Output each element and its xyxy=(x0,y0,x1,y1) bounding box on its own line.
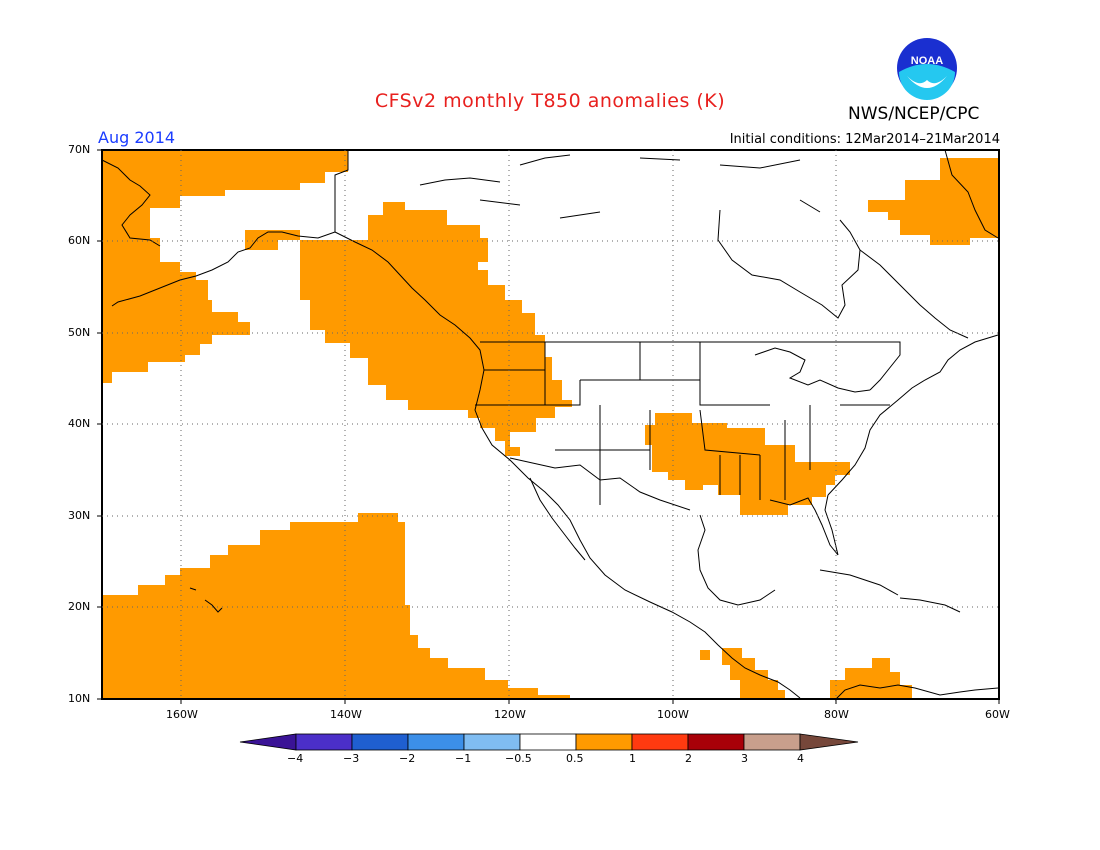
colorbar-p05-1 xyxy=(575,733,633,751)
axis-ticks xyxy=(97,149,1000,704)
region-central-america xyxy=(722,648,785,700)
lon-label-140w: 140W xyxy=(330,708,362,721)
colorbar-p1-2 xyxy=(631,733,689,751)
colorbar-neg1-neg05 xyxy=(463,733,521,751)
lat-label-40n: 40N xyxy=(68,417,91,430)
lat-label-20n: 20N xyxy=(68,600,91,613)
coast-bc-pacific xyxy=(334,231,801,699)
colorbar-p2-3 xyxy=(687,733,745,751)
noaa-logo-gull xyxy=(907,76,947,88)
region-canadian-maritimes xyxy=(868,158,998,245)
coast-siberia xyxy=(101,159,161,247)
colorbar-label-neg3: −3 xyxy=(343,752,360,765)
region-caribbean-south xyxy=(830,658,912,700)
great-lakes xyxy=(754,347,871,393)
coast-caribbean-islands xyxy=(899,597,961,613)
lat-label-30n: 30N xyxy=(68,509,91,522)
colorbar-label-neg2: −2 xyxy=(399,752,416,765)
anomaly-regions xyxy=(102,150,998,700)
forecast-month: Aug 2014 xyxy=(98,128,176,147)
colorbar-label-p1: 1 xyxy=(629,752,636,765)
colorbar-label-neg1: −1 xyxy=(455,752,472,765)
colorbar xyxy=(239,733,859,751)
agency-label: NWS/NCEP/CPC xyxy=(848,104,980,124)
state-lines xyxy=(475,342,890,505)
colorbar-label-p4: 4 xyxy=(797,752,804,765)
region-central-america-small xyxy=(700,650,710,660)
coast-south-america xyxy=(834,684,999,701)
lat-label-70n: 70N xyxy=(68,143,91,156)
colorbar-label-p3: 3 xyxy=(741,752,748,765)
colorbar-neg4-neg3 xyxy=(295,733,353,751)
noaa-logo-text: NOAA xyxy=(911,55,943,67)
lon-label-120w: 120W xyxy=(494,708,526,721)
lon-label-160w: 160W xyxy=(166,708,198,721)
region-alaska-peninsula xyxy=(245,230,300,250)
coast-baja xyxy=(529,477,586,561)
lon-label-80w: 80W xyxy=(824,708,849,721)
coast-east xyxy=(827,334,999,496)
lat-label-10n: 10N xyxy=(68,692,91,705)
coastlines xyxy=(101,149,999,701)
coast-gulf xyxy=(697,514,776,606)
arctic-islands xyxy=(419,154,821,219)
colorbar-label-p05: 0.5 xyxy=(566,752,584,765)
map-title: CFSv2 monthly T850 anomalies (K) xyxy=(374,90,726,112)
lat-label-50n: 50N xyxy=(68,326,91,339)
lon-label-60w: 60W xyxy=(985,708,1010,721)
border-us-canada xyxy=(480,341,901,391)
initial-conditions: Initial conditions: 12Mar2014–21Mar2014 xyxy=(729,132,1000,147)
region-bering-alaska xyxy=(102,150,348,383)
colorbar-label-p2: 2 xyxy=(685,752,692,765)
border-us-mexico xyxy=(509,457,691,511)
region-central-pacific xyxy=(102,513,570,700)
coast-greenland xyxy=(944,149,999,239)
lat-label-60n: 60N xyxy=(68,234,91,247)
noaa-logo: NOAA xyxy=(897,38,957,100)
coast-hawaii xyxy=(189,587,223,613)
lon-label-100w: 100W xyxy=(657,708,689,721)
coast-cuba xyxy=(819,569,899,596)
colorbar-neg2-neg1 xyxy=(407,733,465,751)
coast-florida xyxy=(769,494,839,556)
colorbar-label-neg05: −0.5 xyxy=(505,752,532,765)
political-borders xyxy=(475,341,901,511)
colorbar-neg3-neg2 xyxy=(351,733,409,751)
colorbar-label-neg4: −4 xyxy=(287,752,304,765)
colorbar-p3-4 xyxy=(743,733,801,751)
coast-hudson xyxy=(717,209,861,319)
colorbar-gt4 xyxy=(799,733,859,751)
region-western-canada xyxy=(300,202,572,456)
colorbar-neutral xyxy=(519,733,577,751)
colorbar-lt-neg4 xyxy=(239,733,297,751)
region-southeast-us xyxy=(645,413,850,515)
coast-labrador xyxy=(859,249,969,339)
